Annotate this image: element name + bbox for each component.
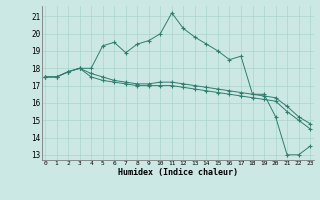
X-axis label: Humidex (Indice chaleur): Humidex (Indice chaleur) bbox=[118, 168, 237, 177]
